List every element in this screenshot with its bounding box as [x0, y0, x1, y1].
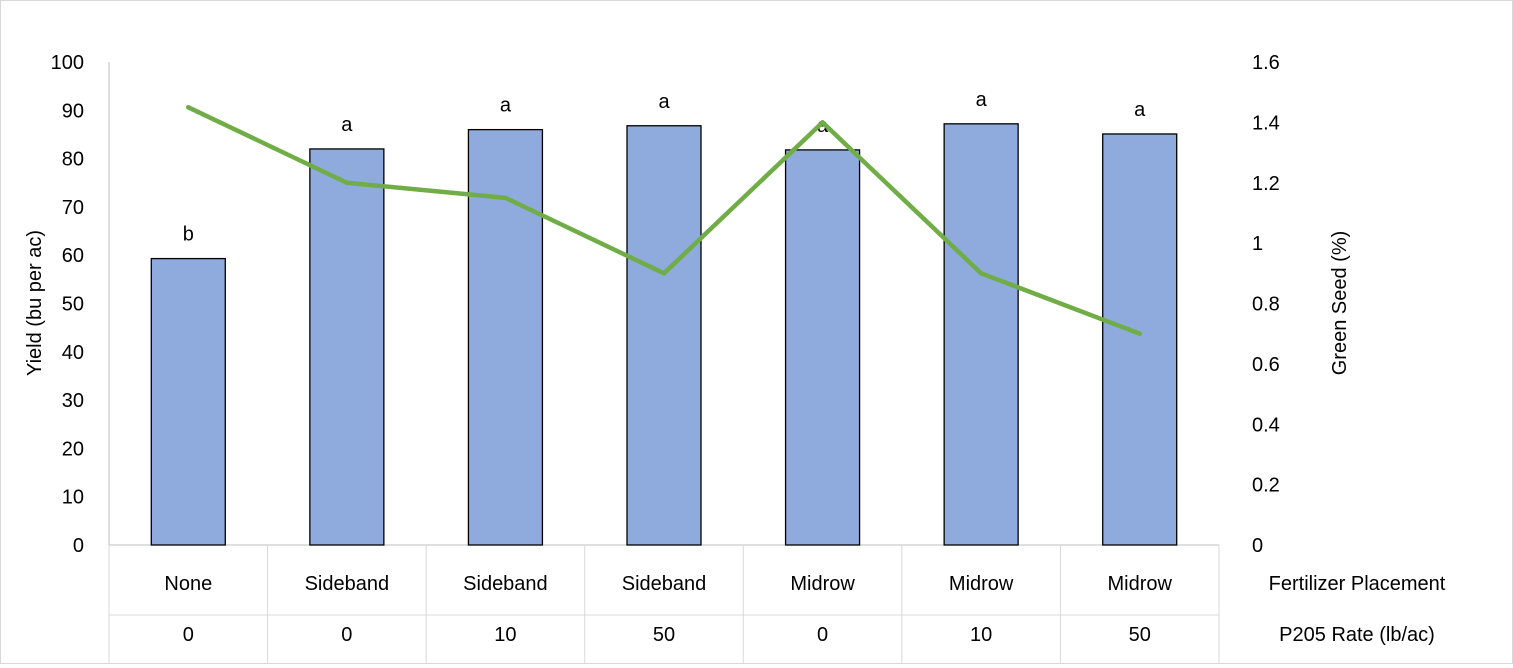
category-rate-label: 0	[341, 624, 352, 646]
y-tick-label: 90	[62, 100, 84, 122]
y-tick-label: 40	[62, 342, 84, 364]
category-placement-label: Sideband	[305, 573, 390, 595]
bar	[1102, 133, 1178, 546]
category-rate-label: 50	[1129, 624, 1151, 646]
bar-data-label: a	[1134, 99, 1146, 121]
line-point	[978, 271, 984, 276]
bar-data-label: a	[976, 89, 988, 111]
category-placement-label: Midrow	[949, 573, 1014, 595]
bar-series	[150, 123, 1178, 546]
category-row-label-rate: P205 Rate (lb/ac)	[1279, 624, 1435, 646]
y-tick-label: 80	[62, 149, 84, 171]
y2-tick-label: 0.4	[1252, 414, 1280, 436]
category-placement-label: Sideband	[622, 573, 707, 595]
bar-data-label: a	[658, 91, 670, 113]
y-axis-ticks: 0 10 20 30 40 50 60 70 80 90 100	[51, 52, 84, 557]
category-row-label-placement: Fertilizer Placement	[1269, 573, 1446, 595]
y-tick-label: 0	[73, 535, 84, 557]
bar	[784, 149, 861, 546]
line-point	[661, 271, 667, 276]
y-tick-label: 10	[62, 487, 84, 509]
bar	[309, 148, 385, 546]
bar-data-label: a	[817, 115, 829, 137]
y2-tick-label: 1.2	[1252, 173, 1280, 195]
y-tick-label: 20	[62, 438, 84, 460]
y-tick-label: 100	[51, 52, 84, 74]
y2-axis-label: Green Seed (%)	[1329, 231, 1351, 376]
y2-tick-label: 1.6	[1252, 52, 1280, 74]
category-placement-label: Midrow	[1107, 573, 1172, 595]
y2-tick-label: 0.8	[1252, 294, 1280, 316]
y-tick-label: 30	[62, 390, 84, 412]
y2-tick-label: 0.6	[1252, 354, 1280, 376]
line-point	[186, 105, 191, 110]
y2-tick-label: 1.4	[1252, 112, 1280, 134]
bar-data-label: b	[183, 224, 194, 246]
bar-data-labels: b a a a a a a	[183, 89, 1146, 246]
y2-tick-label: 0.2	[1252, 475, 1280, 497]
line-point	[1137, 331, 1142, 336]
bar	[943, 123, 1019, 546]
y-tick-label: 70	[62, 197, 84, 219]
plot-axes	[108, 62, 1220, 663]
category-placement-label: None	[164, 573, 212, 595]
category-rate-label: 10	[494, 624, 516, 646]
bar	[626, 125, 702, 546]
category-rate-label: 50	[653, 624, 675, 646]
category-placement-label: Midrow	[790, 573, 855, 595]
y-tick-label: 60	[62, 245, 84, 267]
line-point	[820, 120, 825, 125]
bar-data-label: a	[341, 114, 353, 136]
category-placement-label: Sideband	[463, 573, 548, 595]
line-point	[503, 195, 508, 201]
bar	[467, 128, 544, 546]
y-tick-label: 50	[62, 294, 84, 316]
bar-data-label: a	[500, 95, 512, 117]
bar	[150, 257, 226, 546]
line-point	[344, 180, 350, 185]
line-series	[186, 105, 1142, 336]
y-axis-label: Yield (bu per ac)	[24, 230, 46, 376]
y2-tick-label: 1	[1252, 233, 1263, 255]
category-labels: None 0 Sideband 0 Sideband 10 Sideband 50 Midrow…	[164, 573, 1172, 646]
y2-tick-label: 0	[1252, 535, 1263, 557]
category-rate-label: 10	[970, 624, 992, 646]
category-rate-label: 0	[183, 624, 194, 646]
y2-axis-ticks: 0 0.2 0.4 0.6 0.8 1 1.2 1.4 1.6	[1252, 52, 1280, 557]
category-rate-label: 0	[817, 624, 828, 646]
